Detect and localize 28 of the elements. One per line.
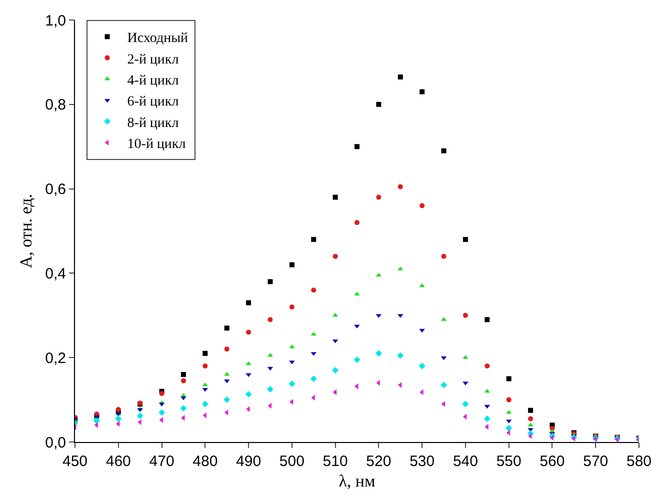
y-tick-label: 0,6 (45, 181, 66, 198)
legend-label: 2-й цикл (127, 52, 179, 68)
x-tick-label: 490 (236, 453, 262, 470)
x-tick-label: 520 (366, 453, 392, 470)
x-tick-label: 510 (322, 453, 348, 470)
legend-label: 4-й цикл (127, 73, 179, 88)
legend-label: 10-й цикл (127, 137, 186, 152)
x-tick-label: 530 (410, 453, 435, 470)
x-tick-label: 580 (626, 453, 652, 470)
x-tick-label: 460 (106, 453, 131, 470)
y-tick-label: 0,2 (45, 350, 66, 367)
x-tick-label: 470 (149, 453, 174, 470)
legend-label: 6-й цикл (127, 94, 179, 110)
x-axis-title: λ, нм (338, 471, 376, 490)
x-tick-label: 560 (540, 453, 565, 470)
x-tick-label: 480 (192, 453, 218, 470)
x-tick-label: 540 (452, 453, 478, 470)
y-tick-label: 0,4 (45, 265, 66, 282)
y-axis-title: A, отн. ед. (16, 194, 36, 268)
x-tick-label: 450 (62, 453, 88, 470)
x-tick-label: 570 (583, 453, 608, 470)
legend-label: Исходный (127, 31, 189, 46)
y-tick-label: 0,0 (45, 434, 66, 452)
y-tick-label: 0,8 (45, 96, 66, 114)
legend-label: 8-й цикл (127, 116, 179, 131)
x-tick-label: 550 (496, 453, 522, 470)
x-tick-label: 500 (279, 453, 304, 470)
y-tick-label: 1,0 (45, 12, 66, 30)
